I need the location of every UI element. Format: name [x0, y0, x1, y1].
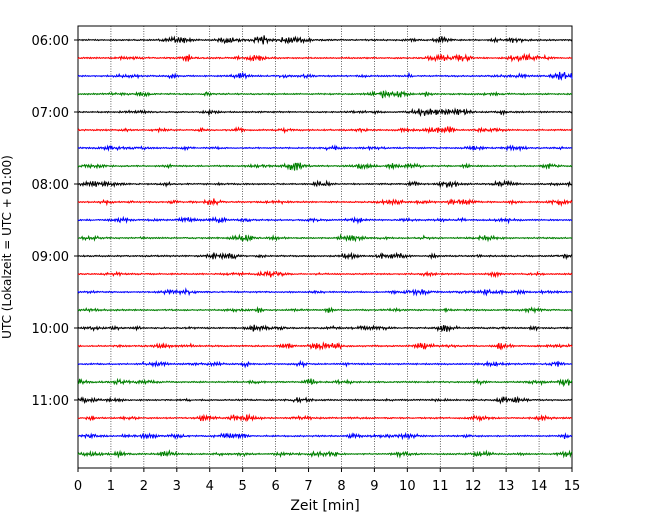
seismic-trace: [77, 107, 573, 118]
seismic-trace: [77, 162, 573, 171]
x-tick-label: 3: [173, 479, 181, 494]
seismic-trace: [77, 251, 573, 261]
seismic-trace: [77, 306, 573, 315]
x-tick-label: 2: [140, 479, 148, 494]
y-tick-label: 11:00: [32, 394, 69, 409]
seismic-trace: [77, 341, 573, 351]
seismic-trace: [77, 126, 573, 134]
x-tick-label: 7: [304, 479, 312, 494]
seismic-trace: [77, 287, 573, 297]
seismic-trace: [77, 324, 573, 333]
seismic-trace: [77, 89, 573, 99]
y-axis-ticks: 06:00 07:00 08:00 09:00 10:00 11:00: [32, 34, 78, 409]
x-tick-label: 14: [531, 479, 548, 494]
x-tick-label: 15: [564, 479, 581, 494]
x-tick-label: 9: [370, 479, 378, 494]
x-tick-label: 0: [74, 479, 82, 494]
seismic-trace: [77, 270, 573, 279]
seismic-traces: [77, 35, 573, 459]
seismic-trace: [77, 377, 573, 388]
seismic-trace: [77, 413, 573, 423]
y-axis-label: UTC (Lokalzeit = UTC + 01:00): [0, 155, 14, 339]
x-tick-label: 11: [432, 479, 449, 494]
seismic-trace: [77, 198, 573, 208]
seismic-trace: [77, 179, 573, 189]
seismic-trace: [77, 359, 573, 369]
x-tick-label: 10: [399, 479, 416, 494]
seismic-trace: [77, 144, 573, 153]
x-tick-label: 4: [206, 479, 214, 494]
seismic-trace: [77, 395, 573, 405]
x-tick-label: 12: [465, 479, 482, 494]
seismic-trace: [77, 52, 573, 63]
seismic-trace: [77, 233, 573, 243]
x-tick-label: 1: [107, 479, 115, 494]
seismic-trace: [77, 431, 573, 441]
x-tick-label: 13: [498, 479, 515, 494]
y-tick-label: 08:00: [32, 178, 69, 193]
seismic-trace: [77, 449, 573, 459]
grid-lines: [110, 26, 540, 468]
y-tick-label: 10:00: [32, 322, 69, 337]
x-axis-label: Zeit [min]: [290, 498, 359, 514]
y-tick-label: 07:00: [32, 106, 69, 121]
seismic-trace: [77, 215, 573, 225]
plot-area-frame: [77, 25, 573, 469]
seismic-trace: [77, 71, 573, 81]
x-tick-label: 5: [239, 479, 247, 494]
y-tick-label: 09:00: [32, 250, 69, 265]
x-tick-label: 6: [271, 479, 279, 494]
y-tick-label: 06:00: [32, 34, 69, 49]
x-axis-ticks: 0 1 2 3 4 5 6 7 8 9 10 11 12 13 14 15: [74, 468, 580, 494]
seismic-trace: [77, 35, 573, 45]
x-tick-label: 8: [337, 479, 345, 494]
